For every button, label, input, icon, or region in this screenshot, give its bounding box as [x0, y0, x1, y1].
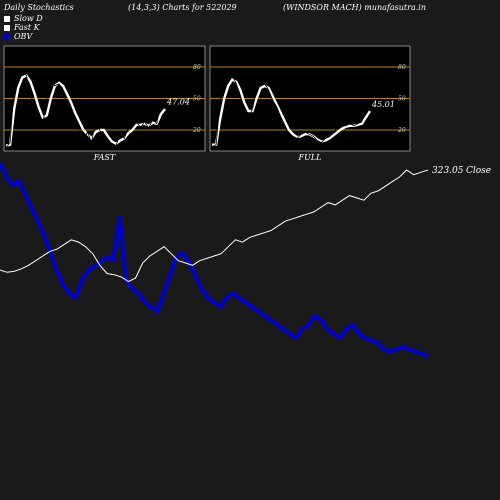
- full-y-tick-80: 80: [398, 64, 406, 71]
- chart-title: Daily Stochastics: [4, 3, 74, 12]
- legend-item-fast-k: Fast K: [4, 23, 43, 32]
- close-last-suffix: Close: [466, 166, 491, 176]
- full-y-tick-50: 50: [398, 96, 406, 103]
- legend-label-fast-k: Fast K: [14, 23, 40, 32]
- legend-label-obv: OBV: [14, 32, 33, 41]
- full-last-value: 45.01: [371, 100, 395, 109]
- fast-y-tick-50: 50: [193, 96, 201, 103]
- full-panel-label: FULL: [298, 153, 322, 162]
- legend-swatch-obv: [4, 33, 10, 40]
- legend-swatch-fast-k: [4, 24, 10, 31]
- legend-label-slow-d: Slow D: [14, 14, 43, 23]
- company-name: (WINDSOR MACH) munafasutra.in: [283, 3, 426, 12]
- legend-item-slow-d: Slow D: [4, 14, 43, 23]
- fast-y-tick-80: 80: [193, 64, 201, 71]
- full-y-tick-20: 20: [397, 127, 406, 134]
- full-series-fast-k: [211, 74, 371, 148]
- chart-params: (14,3,3) Charts for 522029: [128, 3, 237, 12]
- close-last-value: 323.05: [432, 166, 464, 176]
- close-line: [0, 169, 429, 283]
- obv-line: [0, 162, 429, 358]
- legend-swatch-slow-d: [4, 15, 10, 22]
- fast-series-fast-k: [5, 71, 166, 149]
- legend: Slow D Fast K OBV: [4, 14, 43, 41]
- full-series-slow-d: [212, 78, 372, 146]
- legend-item-obv: OBV: [4, 32, 43, 41]
- fast-y-tick-20: 20: [192, 127, 201, 134]
- fast-panel-label: FAST: [93, 153, 116, 162]
- fast-last-value: 47.04: [166, 98, 190, 107]
